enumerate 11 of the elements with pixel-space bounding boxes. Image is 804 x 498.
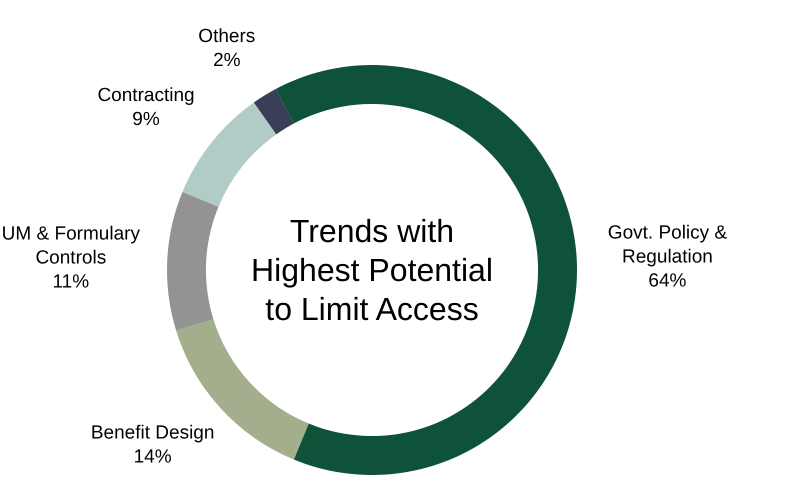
slice-label: Govt. Policy & Regulation (608, 222, 728, 268)
data-label: 11% (52, 271, 90, 292)
slice-label: Contracting (97, 85, 195, 106)
slice-label: Others (198, 26, 256, 47)
slice-label: Benefit Design (90, 422, 214, 444)
slice-label: UM & Formulary Controls (2, 223, 140, 268)
data-label: 14% (134, 446, 172, 468)
data-label: 2% (213, 50, 241, 71)
data-label: 9% (132, 109, 160, 130)
data-label: 64% (648, 270, 687, 292)
text: Trends with Highest Potential to Limit Access (250, 212, 494, 328)
